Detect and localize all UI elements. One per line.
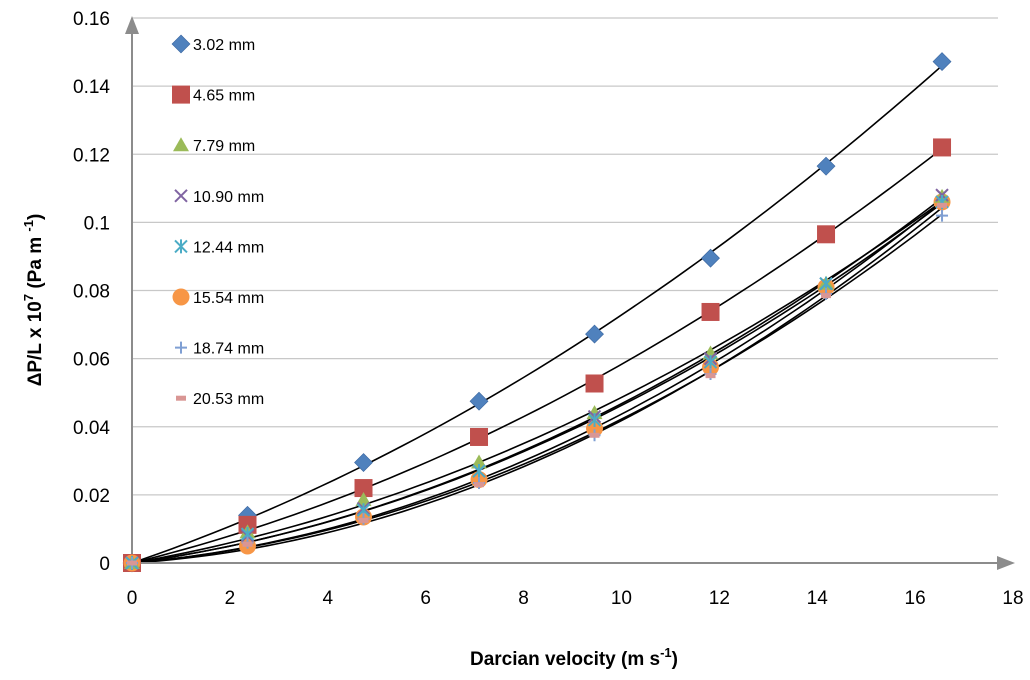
marker-square — [701, 302, 720, 321]
y-axis-title-sup2: -1 — [21, 220, 36, 232]
marker-diamond — [354, 453, 373, 472]
marker-square — [470, 427, 489, 446]
marker-star — [472, 464, 486, 479]
x-axis-title-main: Darcian velocity (m s — [470, 649, 660, 670]
y-tick-label: 0.04 — [73, 418, 110, 439]
marker-star — [703, 355, 718, 370]
marker-dash — [474, 482, 485, 488]
legend-label: 4.65 mm — [193, 88, 255, 105]
marker-triangle — [471, 454, 488, 469]
marker-square — [585, 374, 604, 393]
x-tick-label: 0 — [127, 588, 138, 609]
marker-star — [174, 239, 188, 254]
legend: 3.02 mm 4.65 mm 7.79 mm 10.90 mm 12.44 mm 15.… — [171, 34, 264, 408]
legend-label: 7.79 mm — [193, 138, 255, 155]
marker-square — [354, 479, 373, 498]
y-axis-title-main: ΔP/L x 10 — [25, 301, 46, 386]
marker-dash — [821, 293, 832, 299]
marker-triangle — [355, 491, 372, 506]
legend-label: 18.74 mm — [193, 341, 264, 358]
marker-diamond — [171, 34, 191, 54]
y-tick-label: 0.02 — [73, 486, 110, 507]
marker-square — [933, 138, 952, 157]
x-tick-label: 18 — [1002, 588, 1023, 609]
x-axis-title-sup: -1 — [660, 645, 672, 660]
gridlines — [132, 17, 998, 496]
marker-plus — [936, 209, 949, 222]
x-axis-arrow — [997, 556, 1015, 570]
legend-label: 10.90 mm — [193, 189, 264, 206]
trendline — [131, 213, 943, 564]
y-tick-label: 0.12 — [73, 145, 110, 166]
y-tick-label: 0 — [99, 554, 110, 575]
marker-dash — [705, 373, 716, 379]
x-tick-label: 6 — [420, 588, 431, 609]
legend-label: 15.54 mm — [193, 290, 264, 307]
data-points — [122, 52, 952, 573]
marker-diamond — [469, 391, 489, 411]
y-axis-arrow — [125, 16, 139, 34]
y-tick-label: 0.06 — [73, 350, 110, 371]
x-axis-title: Darcian velocity (m s-1) — [470, 645, 678, 670]
trendline — [131, 65, 943, 564]
marker-circle — [172, 288, 190, 306]
x-tick-label: 2 — [225, 588, 236, 609]
marker-triangle — [173, 137, 189, 152]
marker-square — [817, 225, 836, 244]
marker-dash — [589, 432, 600, 438]
x-tick-label: 8 — [518, 588, 529, 609]
trendlines — [131, 65, 943, 564]
y-axis-title-tail: ) — [25, 214, 46, 220]
x-axis-title-tail: ) — [672, 649, 678, 670]
y-tick-label: 0.16 — [73, 9, 110, 30]
axes — [125, 16, 1015, 570]
marker-dash — [127, 560, 137, 566]
legend-label: 12.44 mm — [193, 239, 264, 256]
x-tick-label: 16 — [905, 588, 926, 609]
y-axis-title-mid: (Pa m — [25, 232, 46, 294]
y-tick-labels: 0 0.02 0.04 0.06 0.08 0.1 0.12 0.14 0.16 — [73, 9, 110, 575]
y-tick-label: 0.14 — [73, 77, 110, 98]
x-tick-label: 14 — [807, 588, 829, 609]
marker-star — [587, 412, 602, 427]
x-tick-label: 12 — [709, 588, 730, 609]
marker-x — [174, 189, 188, 203]
marker-diamond — [585, 324, 604, 344]
x-tick-labels: 0 2 4 6 8 10 12 14 16 18 — [127, 588, 1024, 609]
marker-diamond — [932, 52, 952, 72]
legend-label: 20.53 mm — [193, 391, 264, 408]
marker-dash — [937, 202, 948, 208]
trendline — [131, 147, 943, 564]
trendline — [131, 202, 943, 564]
marker-plus — [175, 341, 187, 354]
marker-diamond — [701, 248, 720, 268]
marker-dash — [176, 395, 186, 401]
marker-square — [172, 85, 190, 104]
y-axis-title: ΔP/L x 107 (Pa m -1) — [21, 214, 46, 387]
y-axis-title-sup1: 7 — [21, 294, 36, 301]
x-tick-label: 4 — [322, 588, 333, 609]
trendline — [131, 200, 943, 564]
marker-dash — [242, 541, 253, 547]
marker-dash — [358, 517, 369, 523]
y-tick-label: 0.1 — [84, 213, 110, 234]
legend-label: 3.02 mm — [193, 37, 255, 54]
x-tick-label: 10 — [611, 588, 632, 609]
trendline — [131, 207, 943, 564]
marker-diamond — [816, 156, 836, 176]
y-tick-label: 0.08 — [73, 282, 110, 303]
